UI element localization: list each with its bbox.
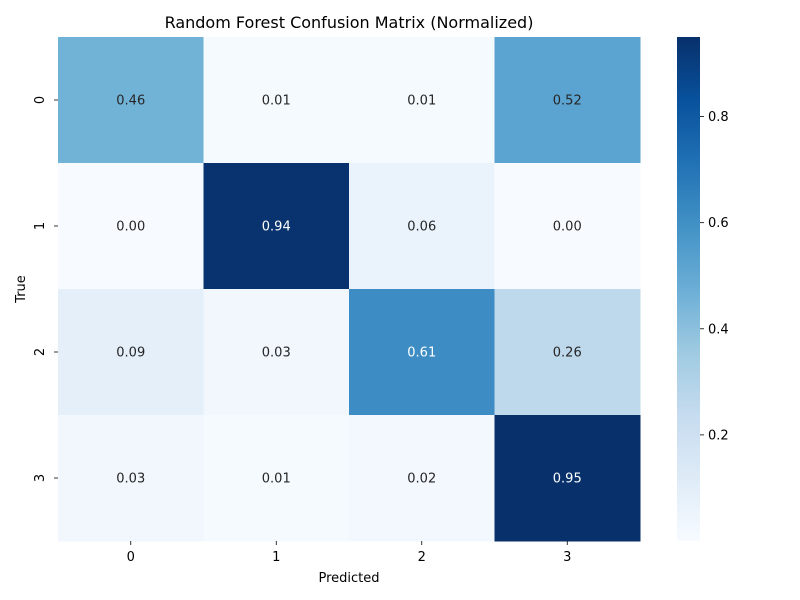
y-tick-label: 3 [33, 474, 48, 482]
cell-value-label: 0.52 [553, 94, 582, 109]
colorbar: 0.2 0.4 0.6 0.8 [677, 37, 729, 541]
colorbar-tick-label: 0.2 [708, 428, 729, 443]
cell-value-label: 0.46 [116, 94, 145, 109]
chart-title: Random Forest Confusion Matrix (Normaliz… [165, 13, 534, 32]
cell-value-label: 0.09 [116, 346, 145, 361]
heatmap-cell [203, 415, 350, 542]
colorbar-tick-label: 0.8 [708, 110, 729, 125]
heatmap-cell [58, 37, 204, 164]
cell-value-label: 0.03 [116, 472, 145, 487]
heatmap: 0.46 0.01 0.01 0.52 0.00 0.94 0.06 0.00 0.09 0.03… [58, 37, 641, 542]
y-tick-label: 0 [33, 96, 48, 104]
cell-value-label: 0.01 [262, 94, 291, 109]
cell-value-label: 0.61 [407, 346, 436, 361]
heatmap-cell [349, 289, 495, 416]
heatmap-cell [58, 163, 204, 290]
cell-value-label: 0.94 [262, 220, 291, 235]
cell-value-label: 0.95 [553, 472, 582, 487]
colorbar-gradient [677, 37, 700, 541]
heatmap-cell [349, 415, 495, 542]
heatmap-cell [349, 163, 495, 290]
heatmap-cell [203, 289, 350, 416]
heatmap-cell [58, 289, 204, 416]
heatmap-cell [203, 163, 350, 290]
cell-value-label: 0.01 [262, 472, 291, 487]
x-tick-label: 3 [563, 550, 571, 565]
heatmap-cell [58, 415, 204, 542]
cell-value-label: 0.03 [262, 346, 291, 361]
cell-value-label: 0.00 [553, 220, 582, 235]
heatmap-cell [203, 37, 350, 164]
heatmap-cell [494, 415, 641, 542]
cell-value-label: 0.00 [116, 220, 145, 235]
y-axis: 0 1 2 3 [33, 96, 58, 482]
cell-value-label: 0.02 [407, 472, 436, 487]
x-axis-label: Predicted [318, 571, 379, 586]
x-tick-label: 1 [272, 550, 280, 565]
cell-value-label: 0.06 [407, 220, 436, 235]
x-tick-label: 2 [418, 550, 426, 565]
heatmap-cell [494, 289, 641, 416]
x-axis: 0 1 2 3 [127, 541, 571, 565]
heatmap-cell [494, 163, 641, 290]
heatmap-cell [349, 37, 495, 164]
cell-value-label: 0.26 [553, 346, 582, 361]
colorbar-tick-label: 0.4 [708, 322, 729, 337]
y-axis-label: True [14, 275, 29, 304]
cell-value-label: 0.01 [407, 94, 436, 109]
y-tick-label: 2 [33, 348, 48, 356]
x-tick-label: 0 [127, 550, 135, 565]
heatmap-cell [494, 37, 641, 164]
colorbar-tick-label: 0.6 [708, 216, 729, 231]
y-tick-label: 1 [33, 222, 48, 230]
